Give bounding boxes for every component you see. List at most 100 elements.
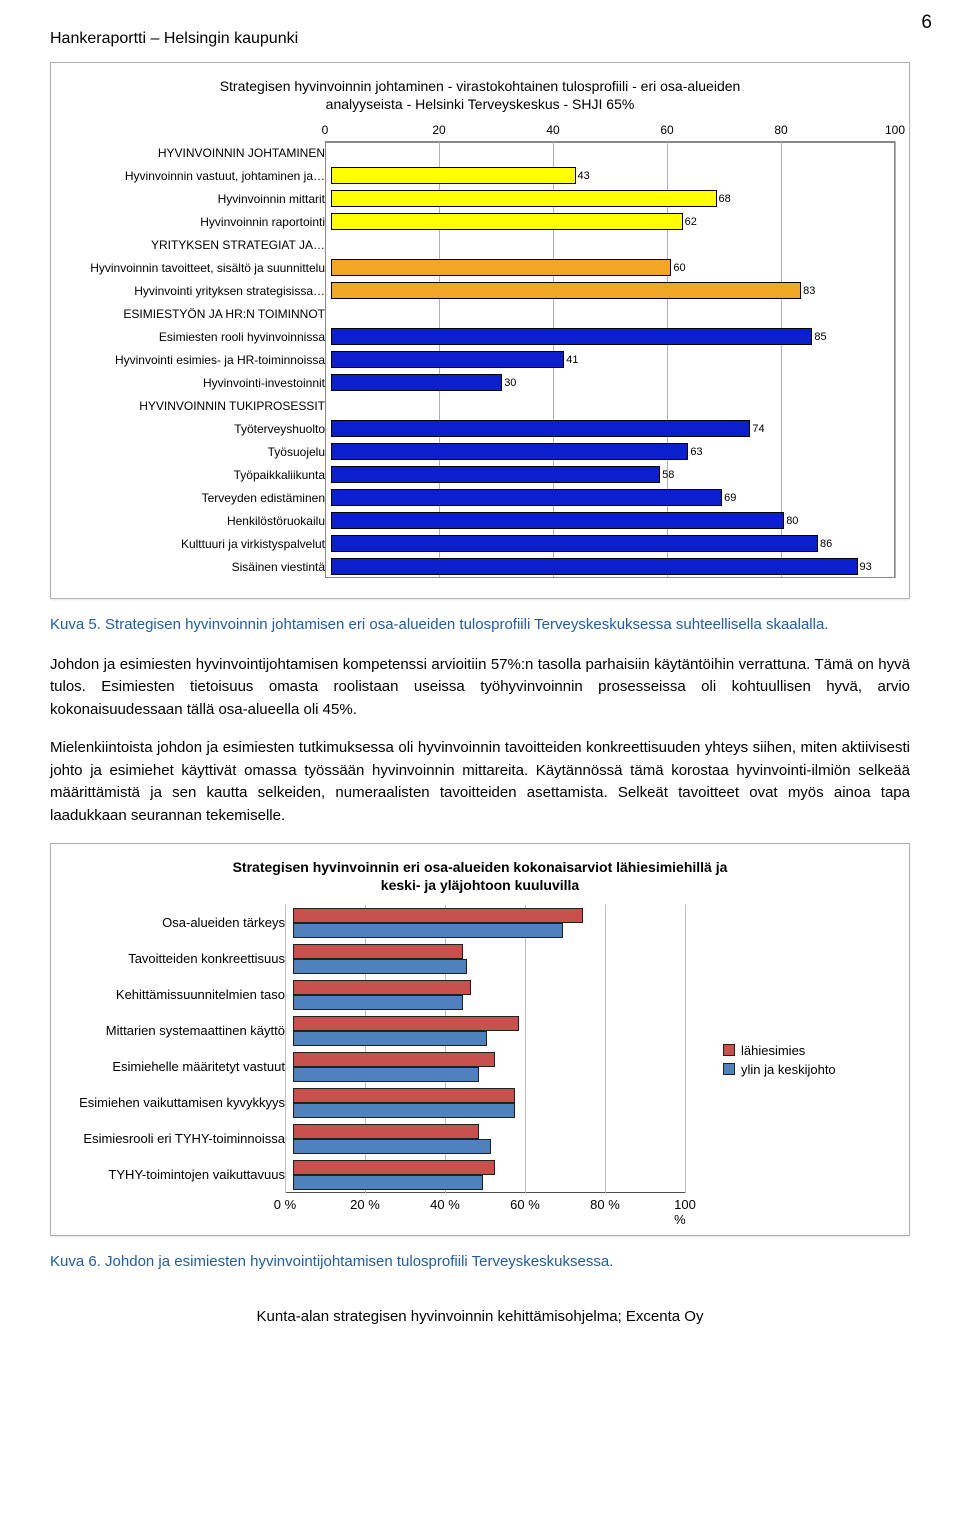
page-number: 6 [921,12,932,34]
caption-5-text: Strategisen hyvinvoinnin johtamisen eri … [105,616,828,633]
legend-item: ylin ja keskijohto [723,1062,836,1077]
chart1-row: Hyvinvointi yrityksen strategisissa…83 [65,279,895,302]
chart1-bar [331,512,784,529]
chart1-box: Strategisen hyvinvoinnin johtaminen - vi… [50,62,910,599]
chart2-row: Esimiesrooli eri TYHY-toiminnoissa [65,1121,693,1157]
chart1-bar-cell: 80 [331,509,895,532]
chart1: 020406080100 HYVINVOINNIN JOHTAMINENHyvi… [65,123,895,578]
chart2-row-label: Esimiehen vaikuttamisen kyvykkyys [65,1095,293,1110]
chart2-row-label: TYHY-toimintojen vaikuttavuus [65,1167,293,1182]
chart2-bar-series-b [293,1139,491,1154]
chart2-tick: 60 % [510,1197,540,1212]
chart1-value: 43 [578,170,590,182]
chart1-row: Hyvinvoinnin mittarit68 [65,187,895,210]
chart2-title: Strategisen hyvinvoinnin eri osa-alueide… [65,858,895,894]
chart1-row-label: Esimiesten rooli hyvinvoinnissa [65,330,331,344]
chart1-rows: HYVINVOINNIN JOHTAMINENHyvinvoinnin vast… [65,141,895,578]
chart1-bar [331,466,660,483]
chart1-bar-cell: 86 [331,532,895,555]
chart1-value: 93 [860,561,872,573]
chart1-value: 85 [814,331,826,343]
chart1-title: Strategisen hyvinvoinnin johtaminen - vi… [65,77,895,113]
chart1-bar-cell: 85 [331,325,895,348]
chart1-bar [331,190,717,207]
chart2-tick: 100 % [674,1197,696,1227]
chart2-row-label: Mittarien systemaattinen käyttö [65,1023,293,1038]
chart1-bar-cell [331,302,895,325]
chart1-row: Hyvinvoinnin tavoitteet, sisältö ja suun… [65,256,895,279]
chart1-row: Työsuojelu63 [65,440,895,463]
chart1-row: Työpaikkaliikunta58 [65,463,895,486]
paragraph-1: Johdon ja esimiesten hyvinvointijohtamis… [50,654,910,722]
chart2-bar-series-a [293,1124,479,1139]
caption-6-text: Johdon ja esimiesten hyvinvointijohtamis… [105,1253,613,1270]
chart1-bar-cell [331,141,895,164]
chart1-row-label: Hyvinvoinnin tavoitteet, sisältö ja suun… [65,261,331,275]
chart1-bar [331,213,683,230]
chart1-tick: 80 [774,123,787,137]
chart2-bar-series-a [293,1088,515,1103]
legend-swatch [723,1044,735,1056]
chart2-row-label: Osa-alueiden tärkeys [65,915,293,930]
chart2-tick: 40 % [430,1197,460,1212]
chart1-bar-cell: 68 [331,187,895,210]
legend-swatch [723,1063,735,1075]
chart2-bar-series-a [293,980,471,995]
chart2-bars-cell [293,1157,693,1193]
chart2-axis: 0 %20 %40 %60 %80 %100 % [65,1197,693,1215]
chart2-bar-series-b [293,1031,487,1046]
chart2-rows: Osa-alueiden tärkeys Tavoitteiden konkree… [65,905,693,1193]
chart2-bar-series-b [293,923,563,938]
chart1-row: Kulttuuri ja virkistyspalvelut86 [65,532,895,555]
chart1-tick: 40 [546,123,559,137]
chart2-bar-series-b [293,995,463,1010]
chart1-row: HYVINVOINNIN JOHTAMINEN [65,141,895,164]
chart2-row: Esimiehen vaikuttamisen kyvykkyys [65,1085,693,1121]
chart1-bar [331,535,818,552]
chart1-row: Sisäinen viestintä93 [65,555,895,578]
chart2-row-label: Kehittämissuunnitelmien taso [65,987,293,1002]
chart2-row-label: Tavoitteiden konkreettisuus [65,951,293,966]
chart1-axis-spacer [65,123,325,141]
chart1-tick: 0 [322,123,329,137]
chart1-tick: 60 [660,123,673,137]
chart1-bar-cell: 41 [331,348,895,371]
chart2-row-label: Esimiesrooli eri TYHY-toiminnoissa [65,1131,293,1146]
paragraph-2: Mielenkiintoista johdon ja esimiesten tu… [50,737,910,827]
chart2: Osa-alueiden tärkeys Tavoitteiden konkree… [65,905,895,1215]
chart1-bar-cell: 74 [331,417,895,440]
report-header: Hankeraportti – Helsingin kaupunki [50,30,910,48]
chart2-title-line2: keski- ja yläjohtoon kuuluvilla [381,877,579,893]
caption-6: Kuva 6. Johdon ja esimiesten hyvinvointi… [50,1252,910,1272]
chart1-bar-cell: 63 [331,440,895,463]
legend-label: lähiesimies [741,1043,805,1058]
chart2-tick: 20 % [350,1197,380,1212]
chart1-row: Hyvinvoinnin raportointi62 [65,210,895,233]
chart1-bar-cell: 60 [331,256,895,279]
chart1-bar [331,443,688,460]
chart1-bar-cell: 43 [331,164,895,187]
chart1-row-label: Terveyden edistäminen [65,491,331,505]
chart1-row-label: Hyvinvoinnin mittarit [65,192,331,206]
chart1-section-header: HYVINVOINNIN TUKIPROSESSIT [65,399,331,413]
chart2-bar-series-a [293,1052,495,1067]
chart1-title-line1: Strategisen hyvinvoinnin johtaminen - vi… [220,78,741,94]
chart2-box: Strategisen hyvinvoinnin eri osa-alueide… [50,843,910,1235]
chart1-row-label: Työpaikkaliikunta [65,468,331,482]
chart2-row: Osa-alueiden tärkeys [65,905,693,941]
chart1-row-label: Henkilöstöruokailu [65,514,331,528]
chart2-bar-series-a [293,908,583,923]
chart1-row: Hyvinvointi-investoinnit30 [65,371,895,394]
chart1-row: Työterveyshuolto74 [65,417,895,440]
chart2-title-line1: Strategisen hyvinvoinnin eri osa-alueide… [233,859,728,875]
chart1-row-label: Hyvinvointi esimies- ja HR-toiminnoissa [65,353,331,367]
chart1-value: 60 [673,262,685,274]
chart1-bar [331,328,812,345]
chart1-value: 74 [752,423,764,435]
chart2-row: Kehittämissuunnitelmien taso [65,977,693,1013]
chart2-bars-cell [293,905,693,941]
chart2-row: Esimiehelle määritetyt vastuut [65,1049,693,1085]
chart2-bar-series-b [293,1103,515,1118]
chart1-bar-cell: 58 [331,463,895,486]
chart1-title-line2: analyyseista - Helsinki Terveyskeskus - … [326,96,635,112]
